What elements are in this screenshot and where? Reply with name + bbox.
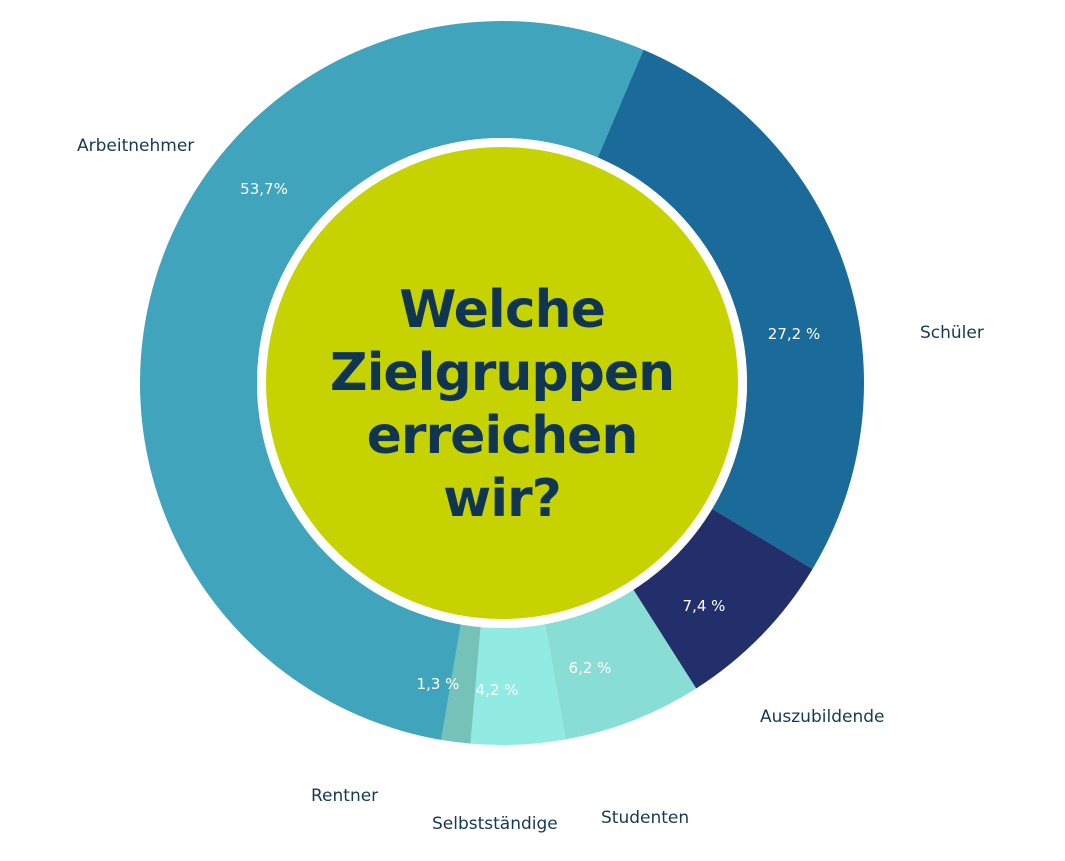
center-title-line-2: Zielgruppen (330, 343, 674, 403)
center-disc (266, 147, 738, 619)
slice-auszubildende (633, 508, 813, 689)
slice-rentner (441, 624, 481, 744)
value-label-schueler: 27,2 % (768, 325, 820, 343)
value-label-rentner: 1,3 % (417, 675, 460, 693)
center-title-line-1: Welche (399, 280, 605, 340)
value-labels: 27,2 % 7,4 % 6,2 % 4,2 % 1,3 % 53,7% (240, 180, 820, 699)
category-labels: Schüler Auszubildende Studenten Selbstst… (77, 136, 984, 834)
slice-selbstständige (470, 624, 566, 745)
donut-slices (140, 21, 864, 745)
category-label-selbststaendige: Selbstständige (432, 814, 558, 834)
category-label-schueler: Schüler (920, 323, 984, 343)
slice-studenten (545, 589, 697, 740)
slice-schüler (597, 49, 864, 570)
value-label-selbststaendige: 4,2 % (476, 681, 519, 699)
value-label-arbeitnehmer: 53,7% (240, 180, 288, 198)
category-label-rentner: Rentner (311, 786, 378, 806)
value-label-studenten: 6,2 % (569, 659, 612, 677)
center-title-line-3: erreichen (367, 406, 638, 466)
slice-arbeitnehmer (140, 21, 644, 740)
center-title: Welche Zielgruppen erreichen wir? (330, 280, 675, 529)
category-label-auszubildende: Auszubildende (760, 707, 884, 727)
category-label-arbeitnehmer: Arbeitnehmer (77, 136, 194, 156)
category-label-studenten: Studenten (601, 808, 689, 828)
value-label-auszubildende: 7,4 % (683, 597, 726, 615)
center-title-line-4: wir? (443, 469, 561, 529)
